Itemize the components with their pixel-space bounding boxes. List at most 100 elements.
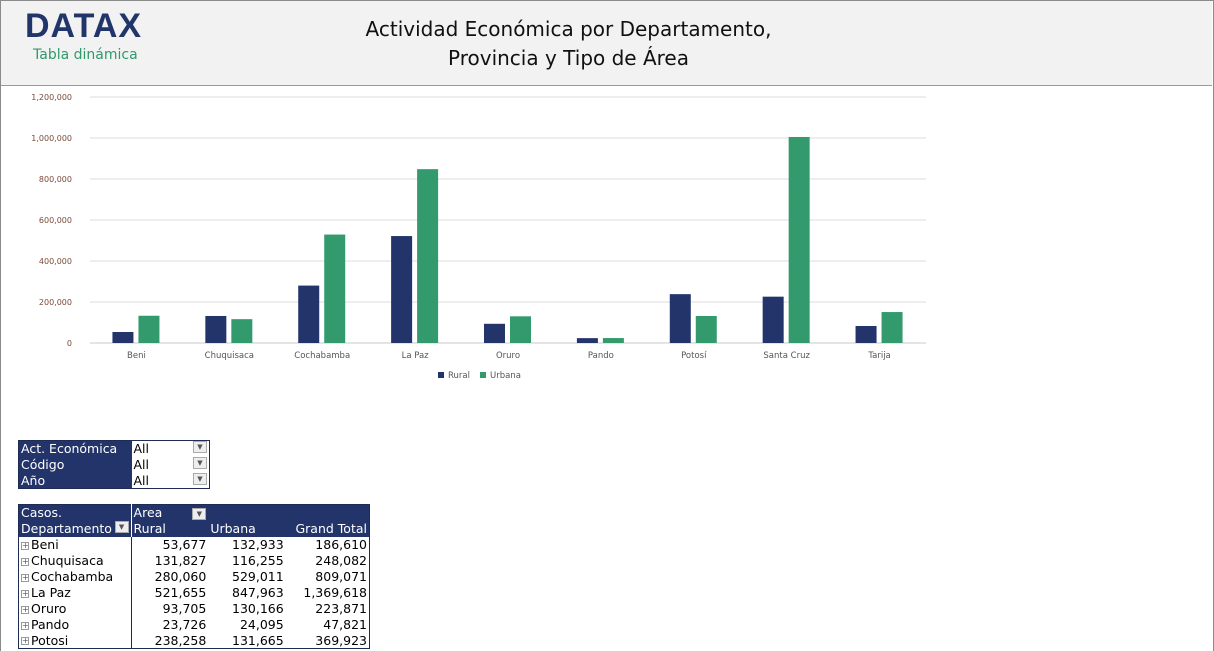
legend-swatch	[480, 372, 486, 378]
filter-value: All	[133, 441, 150, 457]
expand-icon[interactable]: +	[21, 572, 29, 582]
row-field-label: Departamento	[21, 521, 112, 536]
x-tick-label: Beni	[127, 351, 146, 361]
x-tick-label: Chuquisaca	[205, 351, 254, 361]
department-name: La Paz	[31, 585, 71, 600]
cell-rural: 23,726	[131, 616, 209, 633]
department-name: Pando	[31, 617, 70, 632]
bar-rural	[484, 323, 505, 343]
table-row: + Cochabamba 280,060 529,011 809,071	[18, 568, 370, 585]
x-tick-label: Oruro	[496, 351, 520, 361]
col-header-urbana: Urbana	[208, 520, 286, 537]
filter-value: All	[133, 457, 150, 472]
dropdown-icon[interactable]: ▼	[192, 507, 207, 520]
bar-rural	[855, 325, 877, 343]
bar-rural	[762, 296, 784, 343]
table-row: + Pando 23,726 24,095 47,821	[18, 616, 370, 633]
bar-urbana	[695, 316, 717, 343]
x-tick-label: Potosí	[681, 351, 707, 361]
bar-urbana	[231, 319, 253, 343]
row-label[interactable]: + Pando	[18, 616, 132, 633]
dropdown-icon[interactable]: ▼	[193, 472, 207, 485]
legend-swatch	[438, 372, 444, 378]
y-tick-label: 600,000	[39, 216, 72, 225]
table-row: + Beni 53,677 132,933 186,610	[18, 536, 370, 553]
filter-label: Año	[18, 472, 132, 489]
table-row: + Oruro 93,705 130,166 223,871	[18, 600, 370, 617]
cell-rural: 131,827	[131, 552, 209, 569]
expand-icon[interactable]: +	[21, 620, 29, 630]
title-line-2: Provincia y Tipo de Área	[448, 46, 689, 70]
cell-urbana: 116,255	[208, 552, 286, 569]
header: DATAX Tabla dinámica Actividad Económica…	[1, 1, 1212, 86]
row-label[interactable]: + Beni	[18, 536, 132, 553]
bar-chart: 0 200,000 400,000 600,000 800,000 1,000,000 1,…	[31, 93, 926, 381]
filter-value: All	[133, 472, 150, 488]
cell-urbana: 132,933	[208, 536, 286, 553]
bar-urbana	[138, 315, 160, 343]
area-filter[interactable]: Area ▼	[130, 504, 209, 521]
expand-icon[interactable]: +	[21, 556, 29, 566]
filter-label: Act. Económica	[18, 440, 132, 457]
cell-urbana: 130,166	[208, 600, 286, 617]
table-row: + La Paz 521,655 847,963 1,369,618	[18, 584, 370, 601]
y-tick-label: 1,000,000	[31, 134, 72, 143]
bar-rural	[112, 331, 134, 343]
filter-select[interactable]: All ▼	[131, 472, 210, 489]
row-label[interactable]: + Cochabamba	[18, 568, 132, 585]
row-label[interactable]: + La Paz	[18, 584, 132, 601]
bar-rural	[298, 285, 320, 343]
y-tick-label: 800,000	[39, 175, 72, 184]
x-tick-label: Santa Cruz	[763, 351, 810, 361]
dropdown-icon[interactable]: ▼	[193, 441, 207, 454]
x-tick-label: Tarija	[867, 351, 890, 361]
y-tick-label: 200,000	[39, 298, 72, 307]
cell-rural: 238,258	[131, 632, 209, 649]
cell-rural: 53,677	[131, 536, 209, 553]
row-label[interactable]: + Oruro	[18, 600, 132, 617]
cell-total: 223,871	[285, 600, 370, 617]
table-row: + Potosi 238,258 131,665 369,923	[18, 632, 370, 649]
row-label[interactable]: + Potosi	[18, 632, 132, 649]
filter-select[interactable]: All ▼	[131, 456, 210, 473]
expand-icon[interactable]: +	[21, 540, 29, 550]
cell-total: 248,082	[285, 552, 370, 569]
cell-total: 47,821	[285, 616, 370, 633]
row-field-filter[interactable]: Departamento ▼	[18, 520, 132, 537]
dropdown-icon[interactable]: ▼	[114, 521, 129, 533]
x-tick-label: Pando	[588, 351, 614, 361]
department-name: Cochabamba	[31, 569, 114, 584]
cell-urbana: 847,963	[208, 584, 286, 601]
row-label[interactable]: + Chuquisaca	[18, 552, 132, 569]
bar-urbana	[510, 316, 531, 343]
cell-urbana: 529,011	[208, 568, 286, 585]
department-name: Chuquisaca	[31, 553, 104, 568]
y-tick-label: 400,000	[39, 257, 72, 266]
title-line-1: Actividad Económica por Departamento,	[365, 17, 772, 41]
filter-label: Código	[18, 456, 132, 473]
col-field-label: Area	[133, 505, 163, 521]
expand-icon[interactable]: +	[21, 588, 29, 598]
bar-rural	[669, 294, 691, 343]
bar-rural	[205, 315, 227, 343]
subtitle: Tabla dinámica	[33, 47, 138, 63]
expand-icon[interactable]: +	[21, 604, 29, 614]
y-tick-label: 1,200,000	[31, 93, 72, 102]
filter-row: Código All ▼	[18, 456, 210, 473]
department-name: Oruro	[31, 601, 67, 616]
bar-rural	[576, 338, 598, 343]
cell-urbana: 24,095	[208, 616, 286, 633]
bar-rural	[391, 236, 413, 343]
col-header-rural: Rural	[130, 520, 209, 537]
dropdown-icon[interactable]: ▼	[193, 457, 207, 469]
expand-icon[interactable]: +	[21, 636, 29, 646]
cell-total: 186,610	[285, 536, 370, 553]
filter-row: Act. Económica All ▼	[18, 440, 210, 457]
bar-urbana	[881, 312, 903, 343]
bar-urbana	[417, 169, 439, 343]
datax-logo: DATAX	[25, 7, 143, 45]
filter-select[interactable]: All ▼	[131, 440, 210, 457]
filter-row: Año All ▼	[18, 472, 210, 489]
col-header-total: Grand Total	[285, 520, 370, 537]
department-name: Beni	[31, 537, 59, 552]
